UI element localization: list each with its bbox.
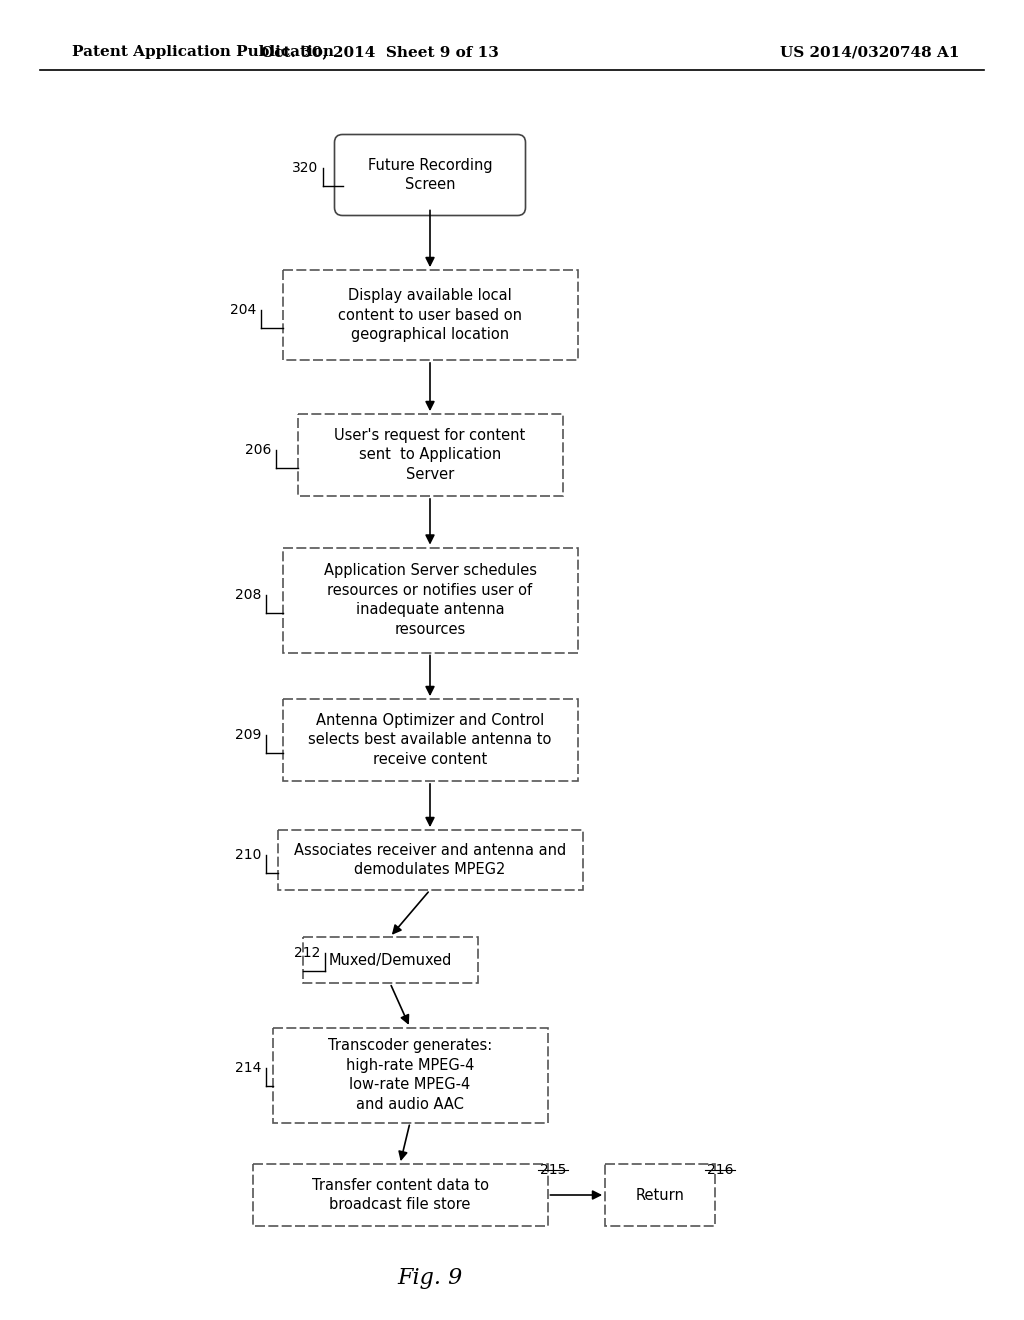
FancyBboxPatch shape <box>253 1164 548 1226</box>
Text: Patent Application Publication: Patent Application Publication <box>72 45 334 59</box>
FancyBboxPatch shape <box>335 135 525 215</box>
FancyBboxPatch shape <box>302 937 477 983</box>
Text: Application Server schedules
resources or notifies user of
inadequate antenna
re: Application Server schedules resources o… <box>324 562 537 638</box>
Text: Antenna Optimizer and Control
selects best available antenna to
receive content: Antenna Optimizer and Control selects be… <box>308 713 552 767</box>
FancyBboxPatch shape <box>298 414 562 496</box>
Text: Transfer content data to
broadcast file store: Transfer content data to broadcast file … <box>311 1177 488 1212</box>
Text: US 2014/0320748 A1: US 2014/0320748 A1 <box>780 45 959 59</box>
Text: Display available local
content to user based on
geographical location: Display available local content to user … <box>338 288 522 342</box>
FancyBboxPatch shape <box>283 271 578 360</box>
FancyBboxPatch shape <box>283 548 578 652</box>
Text: 206: 206 <box>245 444 271 457</box>
Text: Fig. 9: Fig. 9 <box>397 1267 463 1290</box>
Text: Transcoder generates:
high-rate MPEG-4
low-rate MPEG-4
and audio AAC: Transcoder generates: high-rate MPEG-4 l… <box>328 1038 493 1113</box>
Text: User's request for content
sent  to Application
Server: User's request for content sent to Appli… <box>335 428 525 482</box>
Text: 216: 216 <box>707 1163 733 1177</box>
Text: Future Recording
Screen: Future Recording Screen <box>368 157 493 193</box>
Text: Oct. 30, 2014  Sheet 9 of 13: Oct. 30, 2014 Sheet 9 of 13 <box>261 45 499 59</box>
FancyBboxPatch shape <box>278 830 583 890</box>
Text: 320: 320 <box>292 161 318 176</box>
FancyBboxPatch shape <box>272 1027 548 1122</box>
Text: Return: Return <box>636 1188 684 1203</box>
FancyBboxPatch shape <box>605 1164 715 1226</box>
Text: 215: 215 <box>540 1163 566 1177</box>
Text: Muxed/Demuxed: Muxed/Demuxed <box>329 953 452 968</box>
Text: 209: 209 <box>234 729 261 742</box>
Text: Associates receiver and antenna and
demodulates MPEG2: Associates receiver and antenna and demo… <box>294 842 566 878</box>
Text: 208: 208 <box>234 587 261 602</box>
Text: 212: 212 <box>294 946 321 960</box>
Text: 210: 210 <box>234 847 261 862</box>
FancyBboxPatch shape <box>283 700 578 781</box>
Text: 204: 204 <box>229 304 256 317</box>
Text: 214: 214 <box>234 1061 261 1074</box>
